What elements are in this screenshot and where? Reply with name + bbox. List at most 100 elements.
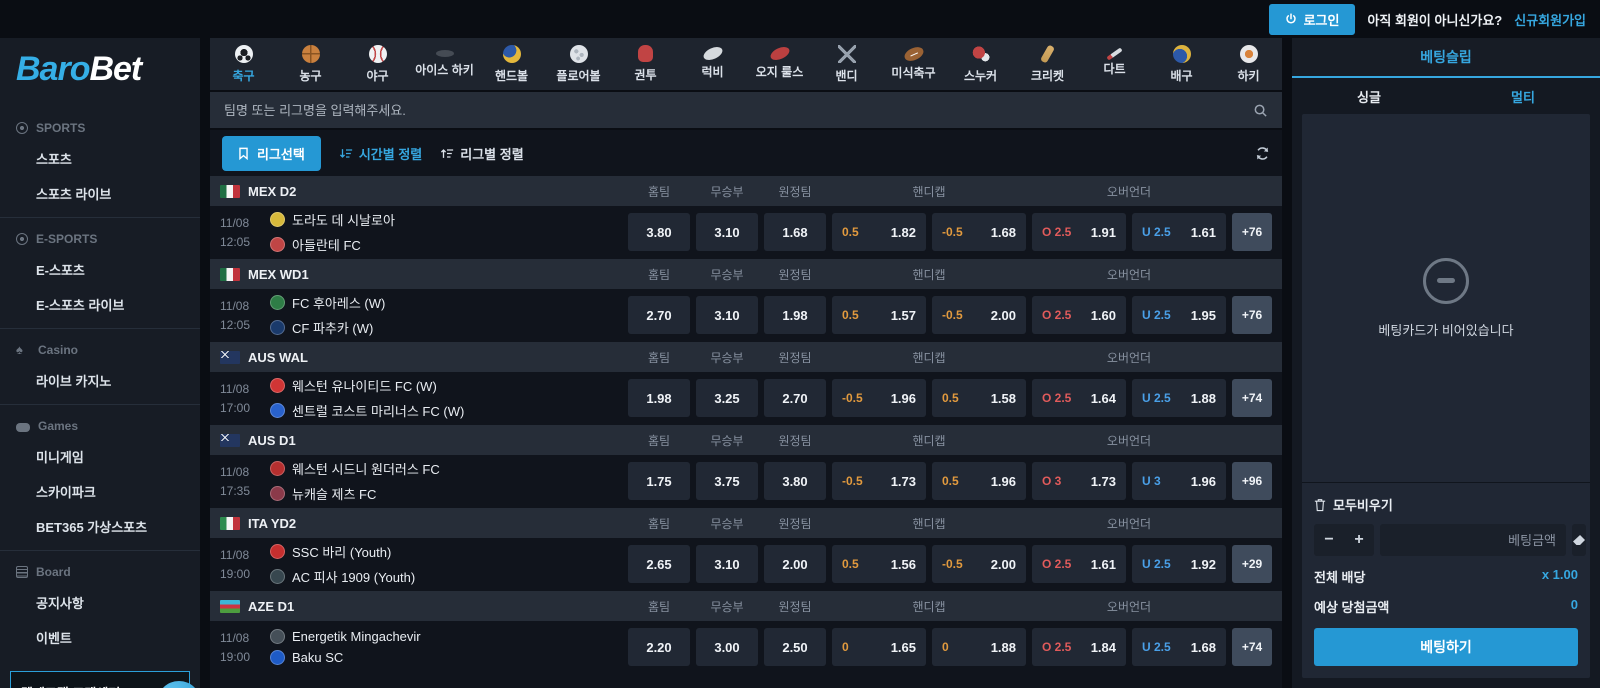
over-button[interactable]: O 2.5 1.64	[1032, 379, 1126, 417]
handicap-home-button[interactable]: 0.5 1.57	[832, 296, 926, 334]
league-header[interactable]: ITA YD2 홈팀 무승부 원정팀 핸디캡 오버언더	[210, 508, 1282, 538]
more-markets-button[interactable]: +29	[1232, 545, 1272, 583]
odds-home-button[interactable]: 2.20	[628, 628, 690, 666]
under-button[interactable]: U 2.5 1.92	[1132, 545, 1226, 583]
odds-draw-button[interactable]: 3.10	[696, 545, 758, 583]
telegram-support-box[interactable]: 텔레그램 고객센터 @BARO_BET ※클릭시 텔레그램 고객센터로 자동연결…	[10, 671, 201, 688]
sidebar-item[interactable]: BET365 가상스포츠	[36, 520, 148, 535]
handicap-home-button[interactable]: 0.5 1.56	[832, 545, 926, 583]
under-button[interactable]: U 2.5 1.95	[1132, 296, 1226, 334]
sport-tab[interactable]: 스누커	[947, 38, 1014, 90]
sport-tab[interactable]: 오지 룰스	[746, 38, 813, 90]
more-markets-button[interactable]: +74	[1232, 379, 1272, 417]
under-button[interactable]: U 3 1.96	[1132, 462, 1226, 500]
clear-all-button[interactable]: 모두비우기	[1314, 495, 1578, 514]
odds-draw-button[interactable]: 3.10	[696, 213, 758, 251]
sport-tab[interactable]: 농구	[277, 38, 344, 90]
sport-tab[interactable]: 야구	[344, 38, 411, 90]
handicap-away-button[interactable]: -0.5 1.68	[932, 213, 1026, 251]
more-markets-button[interactable]: +76	[1232, 213, 1272, 251]
handicap-home-button[interactable]: -0.5 1.73	[832, 462, 926, 500]
sidebar-item[interactable]: E-스포츠	[36, 263, 85, 278]
more-markets-button[interactable]: +96	[1232, 462, 1272, 500]
more-markets-button[interactable]: +76	[1232, 296, 1272, 334]
sort-by-time-button[interactable]: 시간별 정렬	[339, 144, 422, 163]
over-button[interactable]: O 2.5 1.60	[1032, 296, 1126, 334]
sidebar-item[interactable]: 스포츠 라이브	[36, 187, 112, 202]
league-select-button[interactable]: 리그선택	[222, 135, 321, 171]
handicap-home-button[interactable]: 0 1.65	[832, 628, 926, 666]
search-icon[interactable]	[1253, 103, 1268, 118]
sidebar-item[interactable]: 이벤트	[36, 631, 72, 646]
sport-tab[interactable]: 럭비	[679, 38, 746, 90]
sport-tab[interactable]: 크리켓	[1014, 38, 1081, 90]
sport-tab[interactable]: 핸드볼	[478, 38, 545, 90]
league-header[interactable]: MEX D2 홈팀 무승부 원정팀 핸디캡 오버언더	[210, 176, 1282, 206]
odds-draw-button[interactable]: 3.25	[696, 379, 758, 417]
sport-tab[interactable]: 배구	[1148, 38, 1215, 90]
sport-tab[interactable]: 하키	[1215, 38, 1282, 90]
search-input[interactable]	[224, 102, 1253, 118]
sidebar-item[interactable]: 스포츠	[36, 152, 72, 167]
erase-amount-button[interactable]	[1572, 524, 1586, 556]
brand-logo[interactable]: BaroBet	[16, 50, 142, 88]
sport-tab[interactable]: 미식축구	[880, 38, 947, 90]
sport-icon	[837, 44, 856, 63]
league-header[interactable]: MEX WD1 홈팀 무승부 원정팀 핸디캡 오버언더	[210, 259, 1282, 289]
over-button[interactable]: O 2.5 1.84	[1032, 628, 1126, 666]
sport-tab[interactable]: 플로어볼	[545, 38, 612, 90]
tab-single[interactable]: 싱글	[1357, 89, 1381, 105]
odds-away-button[interactable]: 2.00	[764, 545, 826, 583]
refresh-button[interactable]	[1255, 146, 1270, 161]
under-button[interactable]: U 2.5 1.68	[1132, 628, 1226, 666]
handicap-away-button[interactable]: 0.5 1.96	[932, 462, 1026, 500]
league-header[interactable]: AZE D1 홈팀 무승부 원정팀 핸디캡 오버언더	[210, 591, 1282, 621]
tab-multi[interactable]: 멀티	[1511, 89, 1535, 105]
odds-home-button[interactable]: 1.98	[628, 379, 690, 417]
odds-home-button[interactable]: 3.80	[628, 213, 690, 251]
signup-link[interactable]: 신규회원가입	[1514, 12, 1586, 28]
handicap-away-button[interactable]: -0.5 2.00	[932, 296, 1026, 334]
odds-home-button[interactable]: 1.75	[628, 462, 690, 500]
bet-amount-input[interactable]	[1380, 524, 1566, 556]
sort-by-league-button[interactable]: 리그별 정렬	[440, 144, 524, 163]
login-button[interactable]: 로그인	[1268, 3, 1356, 35]
amount-plus-button[interactable]: +	[1344, 524, 1374, 556]
sport-tab[interactable]: 다트	[1081, 38, 1148, 90]
sidebar-item[interactable]: 미니게임	[36, 450, 84, 465]
sport-tab[interactable]: 축구	[210, 38, 277, 90]
sidebar-item[interactable]: 라이브 카지노	[36, 374, 112, 389]
odds-draw-button[interactable]: 3.10	[696, 296, 758, 334]
sport-tab[interactable]: 아이스 하키	[411, 38, 478, 90]
league-header[interactable]: AUS D1 홈팀 무승부 원정팀 핸디캡 오버언더	[210, 425, 1282, 455]
odds-away-button[interactable]: 2.70	[764, 379, 826, 417]
under-button[interactable]: U 2.5 1.61	[1132, 213, 1226, 251]
over-button[interactable]: O 2.5 1.91	[1032, 213, 1126, 251]
odds-away-button[interactable]: 3.80	[764, 462, 826, 500]
more-markets-button[interactable]: +74	[1232, 628, 1272, 666]
odds-draw-button[interactable]: 3.00	[696, 628, 758, 666]
over-button[interactable]: O 3 1.73	[1032, 462, 1126, 500]
sidebar-item[interactable]: 스카이파크	[36, 485, 96, 500]
odds-home-button[interactable]: 2.70	[628, 296, 690, 334]
odds-away-button[interactable]: 1.68	[764, 213, 826, 251]
odds-draw-button[interactable]: 3.75	[696, 462, 758, 500]
sidebar-item[interactable]: 공지사항	[36, 596, 84, 611]
league-header[interactable]: AUS WAL 홈팀 무승부 원정팀 핸디캡 오버언더	[210, 342, 1282, 372]
sidebar-item[interactable]: E-스포츠 라이브	[36, 298, 125, 313]
sport-tab[interactable]: 밴디	[813, 38, 880, 90]
place-bet-button[interactable]: 베팅하기	[1314, 628, 1578, 666]
handicap-home-button[interactable]: 0.5 1.82	[832, 213, 926, 251]
sport-tab[interactable]: 권투	[612, 38, 679, 90]
handicap-home-button[interactable]: -0.5 1.96	[832, 379, 926, 417]
over-button[interactable]: O 2.5 1.61	[1032, 545, 1126, 583]
handicap-away-button[interactable]: 0 1.88	[932, 628, 1026, 666]
amount-minus-button[interactable]: −	[1314, 524, 1344, 556]
handicap-away-button[interactable]: -0.5 2.00	[932, 545, 1026, 583]
odds-away-button[interactable]: 1.98	[764, 296, 826, 334]
odds-home-button[interactable]: 2.65	[628, 545, 690, 583]
handicap-away-button[interactable]: 0.5 1.58	[932, 379, 1026, 417]
under-button[interactable]: U 2.5 1.88	[1132, 379, 1226, 417]
odds-away-button[interactable]: 2.50	[764, 628, 826, 666]
